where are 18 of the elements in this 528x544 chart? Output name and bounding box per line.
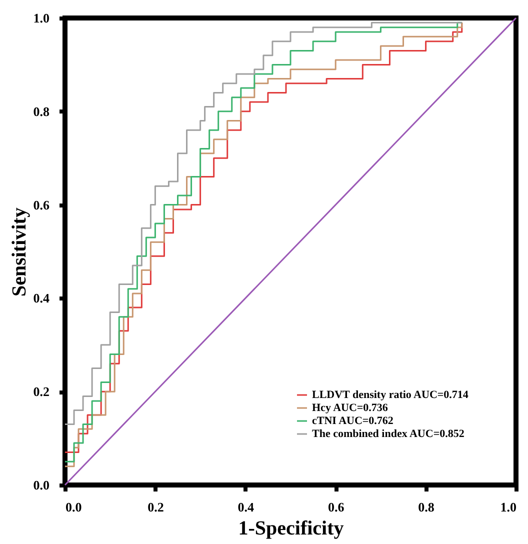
x-axis-title: 1-Specificity <box>238 518 344 540</box>
x-tick-label: 0.8 <box>418 500 435 514</box>
legend-label: LLDVT density ratio AUC=0.714 <box>312 389 469 401</box>
y-tick-label: 0.8 <box>33 104 50 119</box>
y-tick-label: 0.4 <box>33 290 50 306</box>
y-tick-label: 1.0 <box>33 10 50 26</box>
y-tick-label: 0.6 <box>33 197 50 212</box>
x-tick-label: 0.4 <box>238 500 255 514</box>
x-tick-label: 0.6 <box>328 500 345 514</box>
legend-label: cTNI AUC=0.762 <box>312 415 394 427</box>
x-tick-label: 1.0 <box>500 500 516 514</box>
x-tick-label: 0.0 <box>66 500 82 514</box>
y-tick-label: 0.2 <box>33 384 50 400</box>
x-tick-label: 0.2 <box>148 500 164 514</box>
legend-label: The combined index AUC=0.852 <box>312 428 465 440</box>
y-axis-title: Sensitivity <box>8 208 30 296</box>
y-tick-label: 0.0 <box>33 478 50 492</box>
legend-label: Hcy AUC=0.736 <box>312 402 388 414</box>
